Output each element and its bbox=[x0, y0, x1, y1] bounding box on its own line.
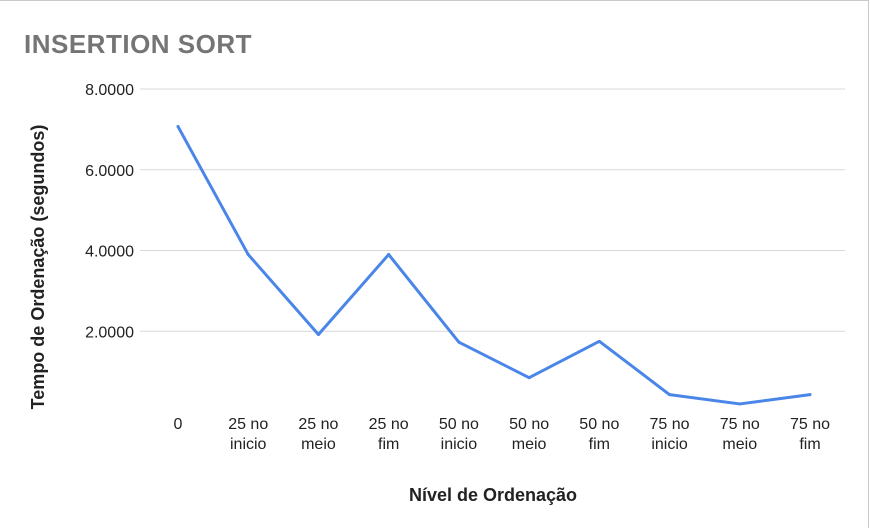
data-point bbox=[808, 393, 812, 397]
x-tick-label: 50 no meio bbox=[509, 416, 549, 453]
x-tick-label: 75 no meio bbox=[720, 416, 760, 453]
y-axis-title: Tempo de Ordenação (segundos) bbox=[28, 125, 48, 410]
chart-title: INSERTION SORT bbox=[24, 29, 253, 59]
data-point bbox=[457, 340, 461, 344]
x-tick-label: 25 no inicio bbox=[228, 416, 268, 453]
y-tick-label: 6.0000 bbox=[85, 163, 134, 180]
x-axis-title: Nível de Ordenação bbox=[409, 485, 577, 505]
x-tick-label: 25 no meio bbox=[298, 416, 338, 453]
x-tick-label: 75 no fim bbox=[790, 416, 830, 453]
data-point bbox=[668, 393, 672, 397]
y-tick-label: 8.0000 bbox=[85, 82, 134, 99]
data-point bbox=[316, 332, 320, 336]
data-point bbox=[597, 339, 601, 343]
data-point bbox=[387, 253, 391, 257]
y-tick-label: 2.0000 bbox=[85, 324, 134, 341]
series-line bbox=[176, 125, 812, 406]
x-tick-label: 75 no inicio bbox=[650, 416, 690, 453]
x-tick-label: 25 no fim bbox=[369, 416, 409, 453]
x-tick-label: 50 no fim bbox=[579, 416, 619, 453]
y-tick-label: 4.0000 bbox=[85, 244, 134, 261]
data-point bbox=[246, 253, 250, 257]
data-point bbox=[527, 376, 531, 380]
data-point bbox=[176, 125, 180, 129]
x-tick-label: 0 bbox=[174, 416, 183, 433]
data-point bbox=[738, 402, 742, 406]
x-tick-label: 50 no inicio bbox=[439, 416, 479, 453]
